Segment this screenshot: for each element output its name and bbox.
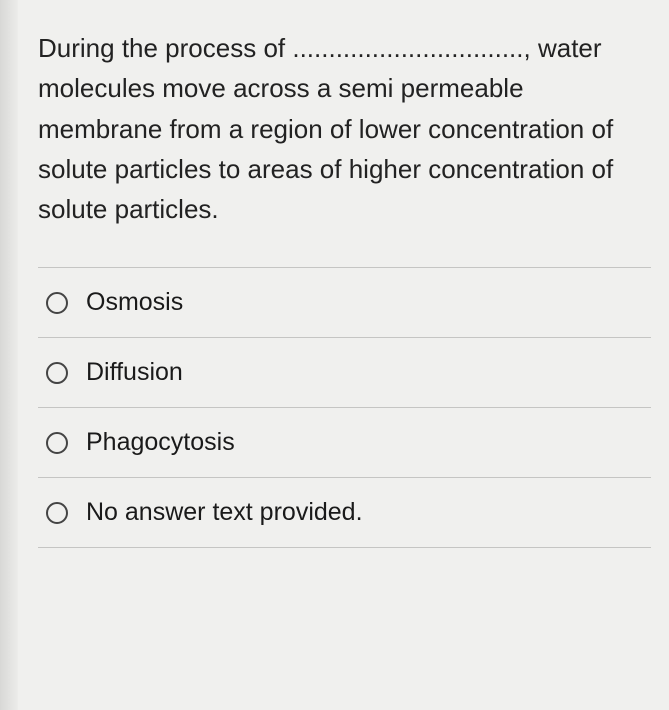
option-osmosis[interactable]: Osmosis [38,267,651,337]
option-label: No answer text provided. [86,498,363,527]
option-diffusion[interactable]: Diffusion [38,337,651,407]
radio-icon [46,292,68,314]
option-label: Diffusion [86,358,183,387]
option-label: Phagocytosis [86,428,235,457]
radio-icon [46,432,68,454]
option-no-answer[interactable]: No answer text provided. [38,477,651,548]
radio-icon [46,502,68,524]
option-label: Osmosis [86,288,183,317]
options-list: Osmosis Diffusion Phagocytosis No answer… [38,267,651,548]
option-phagocytosis[interactable]: Phagocytosis [38,407,651,477]
radio-icon [46,362,68,384]
question-text: During the process of ..................… [38,28,651,229]
